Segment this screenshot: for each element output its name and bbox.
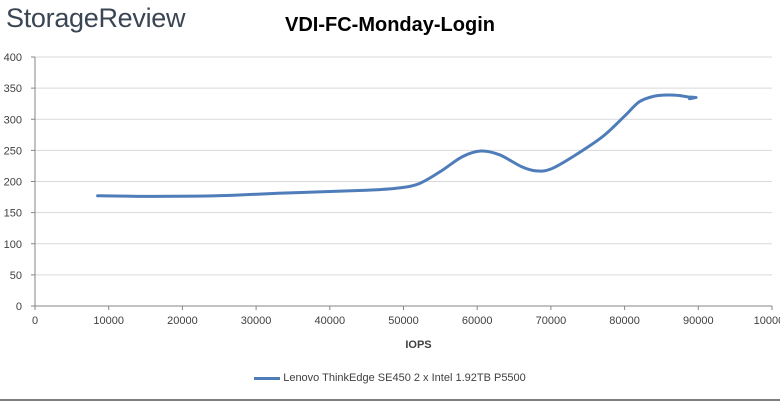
y-tick-label: 0 xyxy=(16,301,22,313)
series-line-0 xyxy=(96,93,698,198)
y-tick-label: 150 xyxy=(4,208,22,220)
x-tick-label: 30000 xyxy=(241,315,272,327)
y-tick-label: 50 xyxy=(10,270,22,282)
y-tick-label: 200 xyxy=(4,177,22,189)
bottom-border xyxy=(0,399,780,401)
legend-entry-label: Lenovo ThinkEdge SE450 2 x Intel 1.92TB … xyxy=(283,372,526,384)
x-tick-label: 70000 xyxy=(536,315,567,327)
y-tick-label: 350 xyxy=(4,83,22,95)
x-axis-label: IOPS xyxy=(405,339,431,351)
y-tick-labels: 0 50 100 150 200 250 300 350 400 xyxy=(4,52,22,313)
x-tick-label: 40000 xyxy=(315,315,346,327)
legend: Lenovo ThinkEdge SE450 2 x Intel 1.92TB … xyxy=(0,372,780,384)
axes xyxy=(31,56,773,310)
legend-swatch xyxy=(254,376,281,380)
x-tick-labels: 0 10000 20000 30000 40000 50000 60000 70000 8000… xyxy=(32,315,780,327)
series-lines xyxy=(96,93,698,198)
x-tick-label: 90000 xyxy=(683,315,714,327)
y-tick-label: 100 xyxy=(4,239,22,251)
chart-title: VDI-FC-Monday-Login xyxy=(285,14,495,36)
y-tick-label: 400 xyxy=(4,52,22,64)
y-tick-label: 250 xyxy=(4,145,22,157)
x-tick-label: 80000 xyxy=(609,315,640,327)
x-tick-label: 50000 xyxy=(388,315,419,327)
gridlines xyxy=(35,56,772,276)
storagereview-logo: StorageReview xyxy=(6,3,186,33)
y-tick-label: 300 xyxy=(4,114,22,126)
x-tick-label: 100000 xyxy=(754,315,780,327)
x-tick-label: 20000 xyxy=(167,315,198,327)
x-tick-label: 60000 xyxy=(462,315,493,327)
x-tick-label: 0 xyxy=(32,315,38,327)
x-tick-label: 10000 xyxy=(93,315,124,327)
